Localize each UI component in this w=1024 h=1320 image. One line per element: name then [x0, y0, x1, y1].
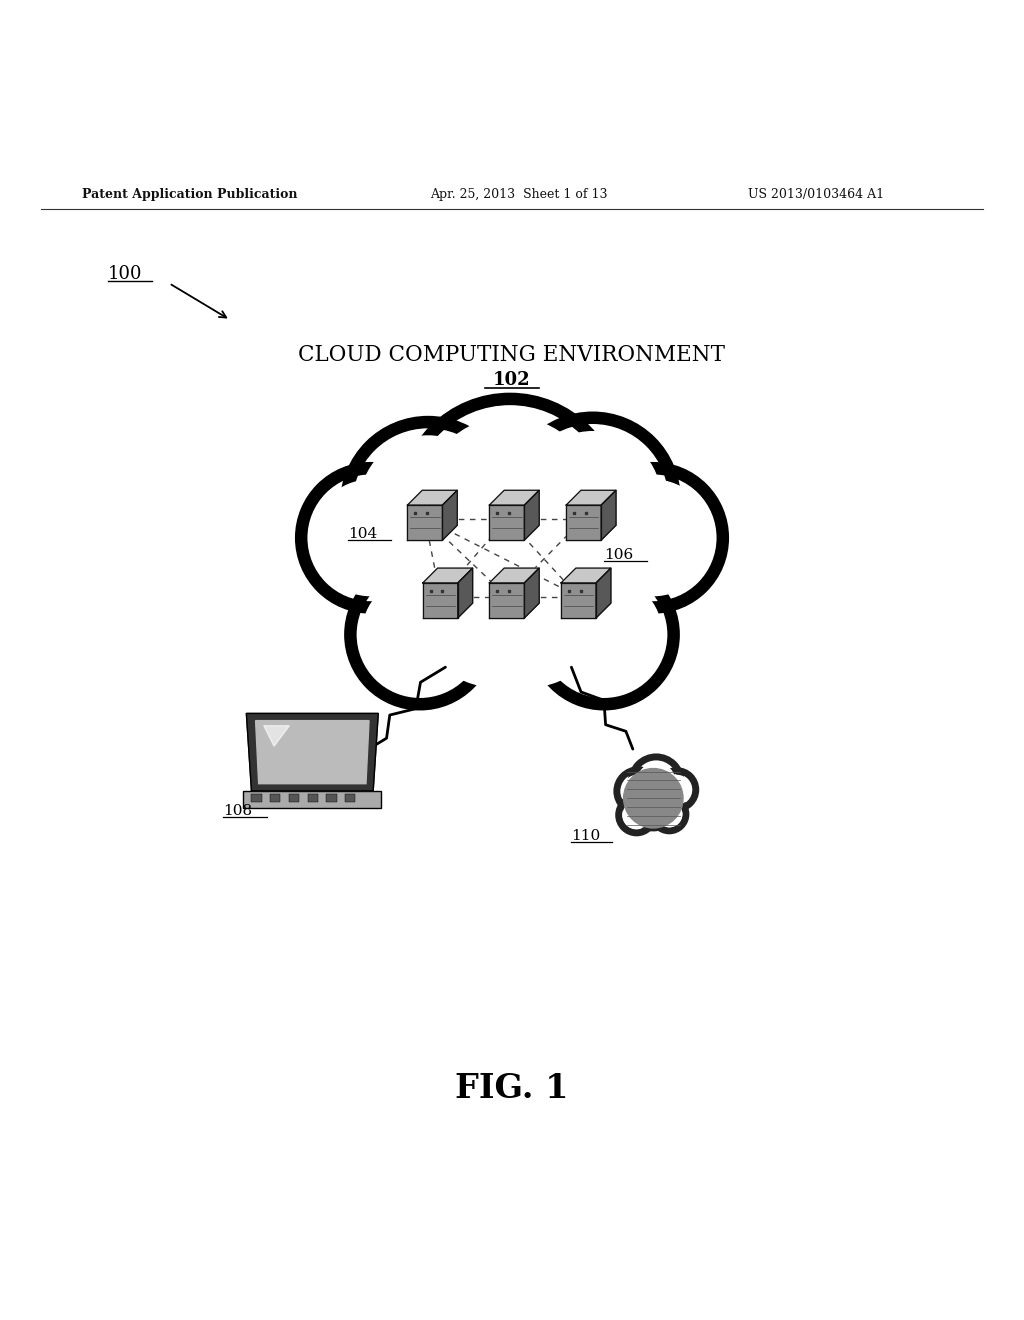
Circle shape: [656, 801, 682, 826]
Bar: [244, 791, 381, 808]
Polygon shape: [408, 506, 442, 540]
Polygon shape: [442, 490, 458, 540]
Circle shape: [584, 469, 723, 607]
Circle shape: [638, 763, 675, 800]
Circle shape: [663, 775, 691, 804]
Text: 104: 104: [348, 527, 378, 541]
Polygon shape: [596, 568, 611, 618]
Polygon shape: [458, 568, 473, 618]
Text: 108: 108: [223, 804, 252, 817]
Polygon shape: [566, 506, 601, 540]
Circle shape: [595, 480, 711, 595]
Text: US 2013/0103464 A1: US 2013/0103464 A1: [748, 187, 884, 201]
Polygon shape: [489, 506, 524, 540]
Circle shape: [385, 436, 639, 689]
Text: 106: 106: [604, 548, 634, 561]
Circle shape: [426, 506, 598, 677]
Circle shape: [403, 399, 616, 612]
Bar: [252, 793, 262, 803]
Text: 110: 110: [571, 829, 601, 843]
Circle shape: [631, 783, 676, 828]
Circle shape: [422, 417, 598, 594]
Polygon shape: [524, 490, 540, 540]
Polygon shape: [601, 490, 616, 540]
Circle shape: [616, 770, 659, 813]
Circle shape: [524, 432, 660, 568]
Text: 102: 102: [494, 371, 530, 389]
Circle shape: [624, 801, 650, 829]
Bar: [327, 793, 337, 803]
Polygon shape: [561, 568, 611, 583]
Text: 100: 100: [108, 265, 142, 282]
Circle shape: [652, 797, 686, 830]
Bar: [307, 793, 317, 803]
Polygon shape: [247, 713, 378, 791]
Polygon shape: [561, 583, 596, 618]
Polygon shape: [524, 568, 540, 618]
Circle shape: [313, 480, 429, 595]
Circle shape: [440, 520, 584, 663]
Bar: [289, 793, 299, 803]
Text: Patent Application Publication: Patent Application Publication: [82, 187, 297, 201]
Text: CLOUD COMPUTING ENVIRONMENT: CLOUD COMPUTING ENVIRONMENT: [299, 343, 725, 366]
Text: Apr. 25, 2013  Sheet 1 of 13: Apr. 25, 2013 Sheet 1 of 13: [430, 187, 607, 201]
Polygon shape: [423, 568, 473, 583]
Polygon shape: [423, 583, 458, 618]
Circle shape: [631, 756, 681, 807]
Circle shape: [657, 771, 695, 809]
Circle shape: [362, 577, 478, 693]
Circle shape: [301, 469, 440, 607]
Polygon shape: [264, 726, 290, 746]
Circle shape: [624, 768, 683, 828]
Circle shape: [546, 577, 662, 693]
Circle shape: [360, 436, 496, 572]
Circle shape: [346, 422, 510, 586]
Polygon shape: [489, 490, 540, 506]
Bar: [345, 793, 355, 803]
Bar: [270, 793, 281, 803]
Circle shape: [511, 417, 675, 582]
Polygon shape: [489, 583, 524, 618]
Circle shape: [623, 775, 654, 808]
Polygon shape: [566, 490, 616, 506]
Text: FIG. 1: FIG. 1: [456, 1072, 568, 1105]
Circle shape: [535, 565, 674, 705]
Polygon shape: [408, 490, 458, 506]
Circle shape: [636, 788, 671, 822]
Polygon shape: [256, 721, 369, 784]
Circle shape: [350, 565, 489, 705]
Circle shape: [618, 797, 654, 833]
Polygon shape: [489, 568, 540, 583]
